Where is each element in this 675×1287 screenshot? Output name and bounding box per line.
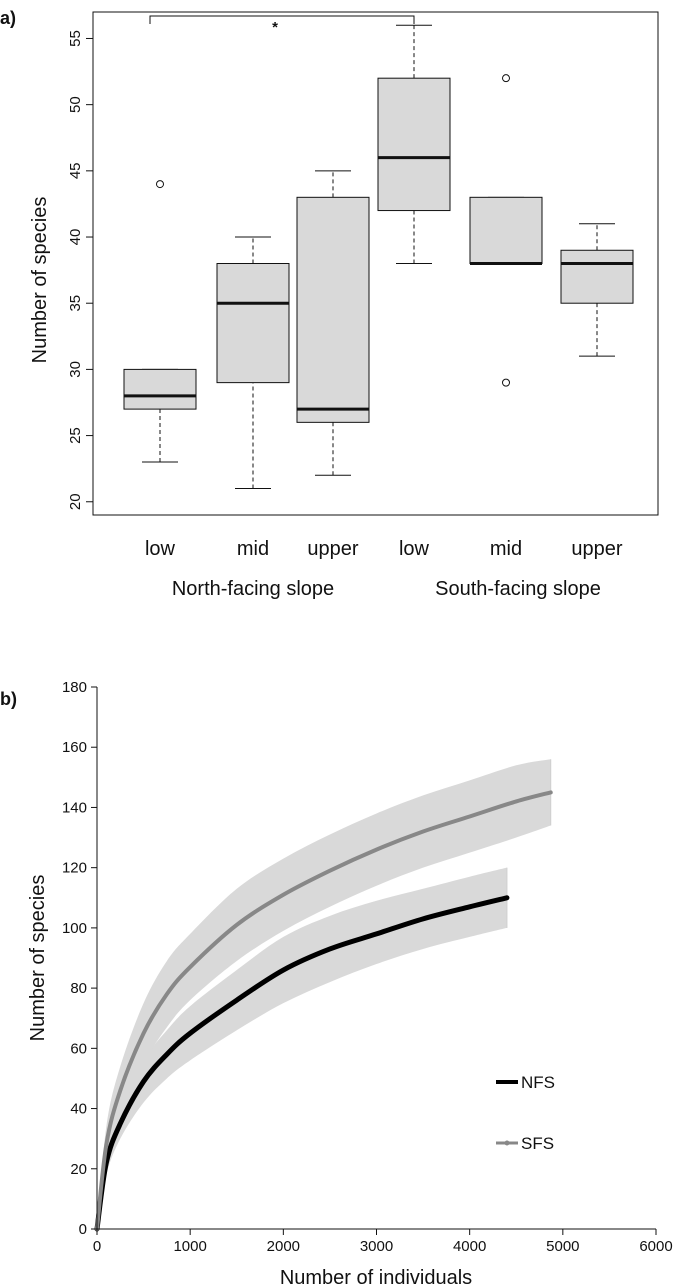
x-tick-label-b: 1000 bbox=[173, 1238, 206, 1255]
y-tick-label-a: 40 bbox=[67, 229, 84, 246]
significance-star: * bbox=[272, 19, 278, 36]
x-tick-label-b: 4000 bbox=[453, 1238, 486, 1255]
x-category-label: mid bbox=[237, 538, 269, 560]
significance-bracket: * bbox=[150, 16, 414, 36]
group-label-north: North-facing slope bbox=[172, 578, 334, 600]
y-axis-title-a: Number of species bbox=[29, 197, 51, 364]
box-body bbox=[561, 250, 633, 303]
y-tick-label-a: 35 bbox=[67, 295, 84, 312]
box-1 bbox=[124, 181, 196, 462]
y-tick-label-b: 160 bbox=[62, 739, 87, 756]
outlier-point bbox=[157, 181, 164, 188]
legend-marker-sfs bbox=[505, 1141, 510, 1146]
group-label-south: South-facing slope bbox=[435, 578, 601, 600]
y-tick-label-b: 180 bbox=[62, 679, 87, 696]
legend-label-sfs: SFS bbox=[521, 1134, 554, 1153]
panel-b-label: b) bbox=[0, 689, 17, 709]
y-tick-label-a: 45 bbox=[67, 162, 84, 179]
x-tick-label-b: 5000 bbox=[546, 1238, 579, 1255]
x-axis-a: low mid upper low mid upper bbox=[145, 538, 623, 560]
y-tick-label-a: 55 bbox=[67, 30, 84, 47]
x-tick-label-b: 3000 bbox=[360, 1238, 393, 1255]
outlier-point bbox=[503, 379, 510, 386]
box-4 bbox=[378, 25, 450, 263]
x-category-label: low bbox=[399, 538, 430, 560]
x-tick-label-b: 2000 bbox=[267, 1238, 300, 1255]
y-tick-label-a: 30 bbox=[67, 361, 84, 378]
legend-label-nfs: NFS bbox=[521, 1073, 555, 1092]
y-axis-title-b: Number of species bbox=[27, 875, 49, 1042]
x-tick-label-b: 6000 bbox=[639, 1238, 672, 1255]
x-category-label: mid bbox=[490, 538, 522, 560]
box-3 bbox=[297, 171, 369, 475]
box-2 bbox=[217, 237, 289, 488]
y-tick-label-a: 20 bbox=[67, 493, 84, 510]
box-plot-panel: a) 20 25 30 35 40 45 50 55 * low mid upper low mid u… bbox=[0, 8, 658, 600]
box-body bbox=[124, 369, 196, 409]
y-tick-label-b: 20 bbox=[70, 1161, 87, 1178]
y-tick-label-a: 50 bbox=[67, 96, 84, 113]
box-body bbox=[470, 197, 542, 263]
y-tick-label-a: 25 bbox=[67, 427, 84, 444]
ci-band-nfs bbox=[97, 868, 507, 1229]
box-body bbox=[378, 78, 450, 210]
box-6 bbox=[561, 224, 633, 356]
y-tick-label-b: 60 bbox=[70, 1040, 87, 1057]
y-tick-label-b: 40 bbox=[70, 1101, 87, 1118]
y-tick-label-b: 100 bbox=[62, 920, 87, 937]
y-axis-a: 20 25 30 35 40 45 50 55 bbox=[67, 30, 93, 510]
box-body bbox=[217, 264, 289, 383]
x-tick-label-b: 0 bbox=[93, 1238, 101, 1255]
y-tick-label-b: 0 bbox=[79, 1221, 87, 1238]
x-category-label: upper bbox=[307, 538, 358, 560]
x-axis-title-b: Number of individuals bbox=[280, 1267, 472, 1287]
x-category-label: upper bbox=[571, 538, 622, 560]
legend: NFS SFS bbox=[496, 1073, 555, 1153]
y-tick-label-b: 80 bbox=[70, 980, 87, 997]
x-category-label: low bbox=[145, 538, 176, 560]
panel-a-label: a) bbox=[0, 8, 16, 28]
outlier-point bbox=[503, 75, 510, 82]
y-tick-label-b: 120 bbox=[62, 860, 87, 877]
box-body bbox=[297, 197, 369, 422]
box-5 bbox=[470, 75, 542, 386]
y-tick-label-b: 140 bbox=[62, 799, 87, 816]
boxes bbox=[124, 25, 633, 488]
rarefaction-panel: b) 0 1000 2000 3000 4000 5000 6000 0 20 40 60 80 100… bbox=[0, 679, 673, 1287]
bracket-line bbox=[150, 16, 414, 24]
